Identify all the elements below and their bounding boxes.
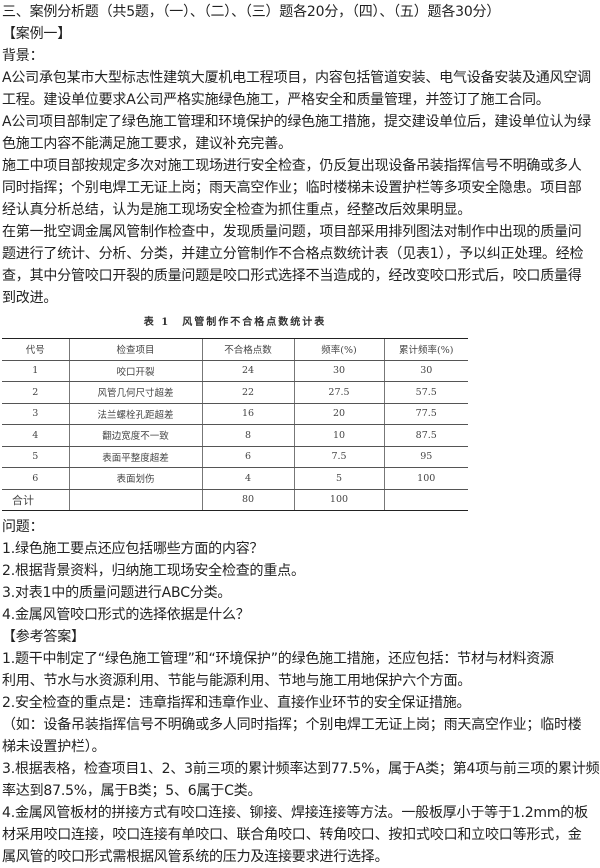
background-line: 题进行了统计、分析、分类，并建立分管制作不合格点数统计表（见表1），予以纠正处理… <box>2 246 584 262</box>
answer-line: 1.题干中制定了“绿色施工管理”和“环境保护”的绿色施工措施，还应包括：节材与材… <box>2 651 554 667</box>
table-row: 3 法兰螺栓孔距超差 16 20 77.5 <box>2 402 468 425</box>
table-cell: 2 <box>2 381 69 404</box>
table-cell: 7.5 <box>293 445 384 468</box>
table-row: 1 咬口开裂 24 30 30 <box>2 359 468 382</box>
table-cell: 27.5 <box>293 381 384 404</box>
table-cell: 24 <box>201 359 294 382</box>
answer-line: 利用、节水与水资源利用、节能与能源利用、节地与施工用地保护六个方面。 <box>2 673 472 689</box>
table-cell: 合计 <box>2 488 69 511</box>
background-line: 工程。建设单位要求A公司严格实施绿色施工，严格安全和质量管理，并签订了施工合同。 <box>2 92 550 108</box>
answer-line: 属风管的咬口形式需根据风管系统的压力及连接要求进行选择。 <box>2 849 389 865</box>
table-cell: 翻边宽度不一致 <box>68 424 202 447</box>
section-heading: 三、案例分析题（共5题，（一）、（二）、（三）题各20分，（四）、（五）题各30… <box>2 4 501 20</box>
table-cell: 表面划伤 <box>68 467 202 490</box>
table-cell: 95 <box>383 445 468 468</box>
case-intro: 三、案例分析题（共5题，（一）、（二）、（三）题各20分，（四）、（五）题各30… <box>0 1 600 309</box>
answer-line: 率达到87.5%，属于B类；5、6属于C类。 <box>2 783 262 799</box>
table-cell: 8 <box>201 424 294 447</box>
question-item: 4.金属风管咬口形式的选择依据是什么？ <box>2 607 250 623</box>
table-caption: 表 1 风管制作不合格点数统计表 <box>143 317 327 328</box>
table-cell: 20 <box>293 402 384 425</box>
table-row: 5 表面平整度超差 6 7.5 95 <box>2 445 468 468</box>
background-line: 到改进。 <box>2 290 58 306</box>
table-cell: 风管几何尺寸超差 <box>68 381 202 404</box>
background-line: A公司承包某市大型标志性建筑大厦机电工程项目，内容包括管道安装、电气设备安装及通… <box>2 70 591 86</box>
table-cell: 5 <box>293 467 384 490</box>
case-label: 【案例一】 <box>2 26 71 42</box>
background-label: 背景： <box>2 48 44 64</box>
table-row: 6 表面划伤 4 5 100 <box>2 467 468 490</box>
background-line: 同时指挥；个别电焊工无证上岗；雨天高空作业；临时楼梯未设置护栏等多项安全隐患。项… <box>2 180 582 196</box>
question-item: 1.绿色施工要点还应包括哪些方面的内容？ <box>2 541 264 557</box>
table-cell: 3 <box>2 402 69 425</box>
table-cell: 表面平整度超差 <box>68 445 202 468</box>
answer-line: （如：设备吊装指挥信号不明确或多人同时指挥；个别电焊工无证上岗；雨天高空作业；临… <box>2 717 582 733</box>
table-cell: 4 <box>201 467 294 490</box>
question-item: 3.对表1中的质量问题进行ABC分类。 <box>2 585 232 601</box>
answer-line: 3.根据表格，检查项目1、2、3前三项的累计频率达到77.5%，属于A类；第4项… <box>2 761 600 777</box>
table-cell: 77.5 <box>383 402 468 425</box>
background-line: 在第一批空调金属风管制作检查中，发现质量问题，项目部采用排列图法对制作中出现的质… <box>2 224 582 240</box>
column-header: 代号 <box>2 338 69 361</box>
statistics-table: 代号 检查项目 不合格点数 频率(%) 累计频率(%) 1 咬口开裂 24 30 30 2 风管几何… <box>2 338 468 511</box>
answer-line: 4.金属风管板材的拼接方式有咬口连接、铆接、焊接连接等方法。一般板厚小于等于1.… <box>2 805 588 821</box>
column-header: 频率(%) <box>293 338 384 361</box>
table-cell: 16 <box>201 402 294 425</box>
answer-text: 1.题干中制定了“绿色施工管理”和“环境保护”的绿色施工措施，还应包括：节材与材… <box>0 648 600 868</box>
answer-line: 梯未设置护栏）。 <box>2 739 106 755</box>
questions-and-answers: 问题： 1.绿色施工要点还应包括哪些方面的内容？ 2.根据背景资料，归纳施工现场安… <box>0 516 600 868</box>
table-cell: 5 <box>2 445 69 468</box>
table-cell: 法兰螺栓孔距超差 <box>68 402 202 425</box>
table-cell: 87.5 <box>383 424 468 447</box>
background-text: A公司承包某市大型标志性建筑大厦机电工程项目，内容包括管道安装、电气设备安装及通… <box>0 67 600 309</box>
table-cell: 100 <box>293 488 384 511</box>
background-line: 色施工内容不能满足施工要求，建议补充完善。 <box>2 136 292 152</box>
table-header-row: 代号 检查项目 不合格点数 频率(%) 累计频率(%) <box>2 338 468 361</box>
answer-line: 2.安全检查的重点是：违章指挥和违章作业、直接作业环节的安全保证措施。 <box>2 695 471 711</box>
answer-label: 【参考答案】 <box>2 629 85 645</box>
question-item: 2.根据背景资料，归纳施工现场安全检查的重点。 <box>2 563 305 579</box>
table-cell: 6 <box>201 445 294 468</box>
table-cell: 30 <box>293 359 384 382</box>
questions-label: 问题： <box>2 519 44 535</box>
answer-line: 材采用咬口连接，咬口连接有单咬口、联合角咬口、转角咬口、按扣式咬口和立咬口等形式… <box>2 827 582 843</box>
table-row: 2 风管几何尺寸超差 22 27.5 57.5 <box>2 381 468 404</box>
table-cell: 100 <box>383 467 468 490</box>
table-cell: 咬口开裂 <box>68 359 202 382</box>
background-line: 经认真分析总结，认为是施工现场安全检查为抓住重点，经整改后效果明显。 <box>2 202 472 218</box>
table-cell: 30 <box>383 359 468 382</box>
column-header: 不合格点数 <box>201 338 294 361</box>
table-cell: 1 <box>2 359 69 382</box>
table-cell: 80 <box>201 488 294 511</box>
column-header: 检查项目 <box>68 338 202 361</box>
table-cell: 6 <box>2 467 69 490</box>
table-cell <box>68 488 202 511</box>
background-line: 查，其中分管咬口开裂的质量问题是咬口形式选择不当造成的，经改变咬口形式后，咬口质… <box>2 268 582 284</box>
table-cell: 10 <box>293 424 384 447</box>
background-line: 施工中项目部按规定多次对施工现场进行安全检查，仍反复出现设备吊装指挥信号不明确或… <box>2 158 582 174</box>
table-cell: 4 <box>2 424 69 447</box>
table-cell: 57.5 <box>383 381 468 404</box>
table-row: 合计 80 100 <box>2 488 468 511</box>
table-cell <box>383 488 468 511</box>
column-header: 累计频率(%) <box>383 338 468 361</box>
background-line: A公司项目部制定了绿色施工管理和环境保护的绿色施工措施，提交建设单位后，建设单位… <box>2 114 591 130</box>
table-row: 4 翻边宽度不一致 8 10 87.5 <box>2 424 468 447</box>
questions-list: 1.绿色施工要点还应包括哪些方面的内容？ 2.根据背景资料，归纳施工现场安全检查的… <box>0 538 600 626</box>
table-cell: 22 <box>201 381 294 404</box>
